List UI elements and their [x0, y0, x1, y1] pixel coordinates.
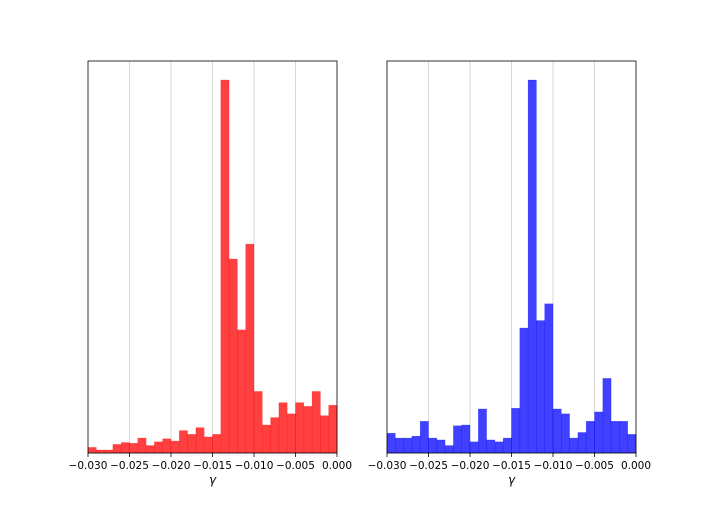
x-tick-label: −0.020	[451, 460, 490, 472]
histogram-bar	[112, 444, 122, 454]
histogram-bar	[477, 408, 487, 454]
histogram-bar	[544, 303, 554, 454]
histogram-bar	[619, 420, 629, 454]
histogram-bar	[179, 430, 188, 454]
histogram-bar	[411, 435, 421, 454]
x-tick-label: −0.025	[409, 460, 448, 472]
x-tick-label: −0.030	[69, 460, 108, 472]
histogram-bar	[569, 437, 579, 454]
x-tick-label: −0.020	[152, 460, 191, 472]
histogram-bar	[403, 437, 413, 454]
histogram-bar	[203, 436, 213, 454]
histogram-bar	[428, 437, 438, 454]
histogram-bar	[585, 420, 595, 454]
histogram-bar	[295, 402, 305, 454]
histogram-bar	[552, 408, 562, 454]
histogram-bar	[145, 445, 155, 454]
histogram-bar	[286, 413, 296, 454]
x-tick-label: −0.005	[575, 460, 614, 472]
histogram-bar	[386, 432, 396, 454]
histogram-bar	[162, 438, 172, 454]
histogram-bar	[577, 432, 587, 454]
histogram-bar	[311, 391, 321, 454]
histogram-bar	[220, 79, 230, 454]
histogram-bar	[278, 402, 288, 454]
histogram-bar	[237, 329, 246, 454]
histogram-bar	[320, 415, 329, 454]
histogram-bar	[87, 447, 97, 454]
histogram-bar	[303, 406, 313, 454]
histogram-bar	[170, 440, 180, 454]
histogram-bar	[270, 417, 280, 454]
histogram-bar	[187, 434, 197, 454]
histogram-bar	[519, 327, 529, 454]
histogram-bar	[444, 445, 454, 454]
histogram-bar	[536, 320, 546, 454]
histogram-bar	[154, 441, 163, 454]
x-tick-label: 0.000	[621, 460, 651, 472]
x-tick-label: 0.000	[322, 460, 352, 472]
histogram-bar	[195, 427, 205, 454]
x-tick-label: −0.005	[276, 460, 315, 472]
x-axis-label: γ	[508, 473, 516, 487]
histogram-bar	[461, 424, 471, 454]
histogram-bar	[245, 243, 255, 454]
histogram-bar	[104, 449, 114, 454]
histogram-bar	[627, 434, 637, 454]
histogram-bar	[328, 404, 338, 454]
histogram-bar	[212, 434, 222, 454]
histogram-bar	[436, 439, 446, 454]
histogram-bar	[602, 378, 612, 454]
x-tick-label: −0.030	[368, 460, 407, 472]
histogram-bar	[560, 413, 570, 454]
histogram-bar	[96, 449, 105, 454]
x-axis-label: γ	[209, 473, 217, 487]
right-histogram-panel: −0.030 −0.025 −0.020 −0.015 −0.010 −0.005 0.00…	[368, 60, 651, 487]
histogram-bar	[610, 420, 620, 454]
histogram-bar	[419, 420, 429, 454]
x-tick-label: −0.015	[492, 460, 531, 472]
histogram-bar	[228, 258, 238, 454]
histogram-bar	[129, 443, 139, 454]
histogram-bar	[486, 439, 496, 454]
histogram-bar	[394, 437, 404, 454]
histogram-bar	[253, 391, 263, 454]
x-tick-label: −0.010	[534, 460, 573, 472]
histogram-bar	[120, 442, 130, 454]
histogram-bar	[594, 411, 604, 454]
histogram-bar	[453, 425, 462, 454]
histogram-bar	[261, 424, 271, 454]
x-tick-label: −0.015	[193, 460, 232, 472]
left-histogram-panel: −0.030 −0.025 −0.020 −0.015 −0.010 −0.005 0.00…	[69, 60, 352, 487]
x-tick-label: −0.010	[235, 460, 274, 472]
histogram-bar	[469, 441, 479, 454]
histogram-bar	[527, 79, 537, 454]
histogram-bar	[502, 437, 512, 454]
histogram-bar	[494, 441, 504, 454]
histogram-bar	[137, 437, 147, 454]
x-tick-label: −0.025	[110, 460, 149, 472]
histogram-bar	[511, 407, 521, 454]
